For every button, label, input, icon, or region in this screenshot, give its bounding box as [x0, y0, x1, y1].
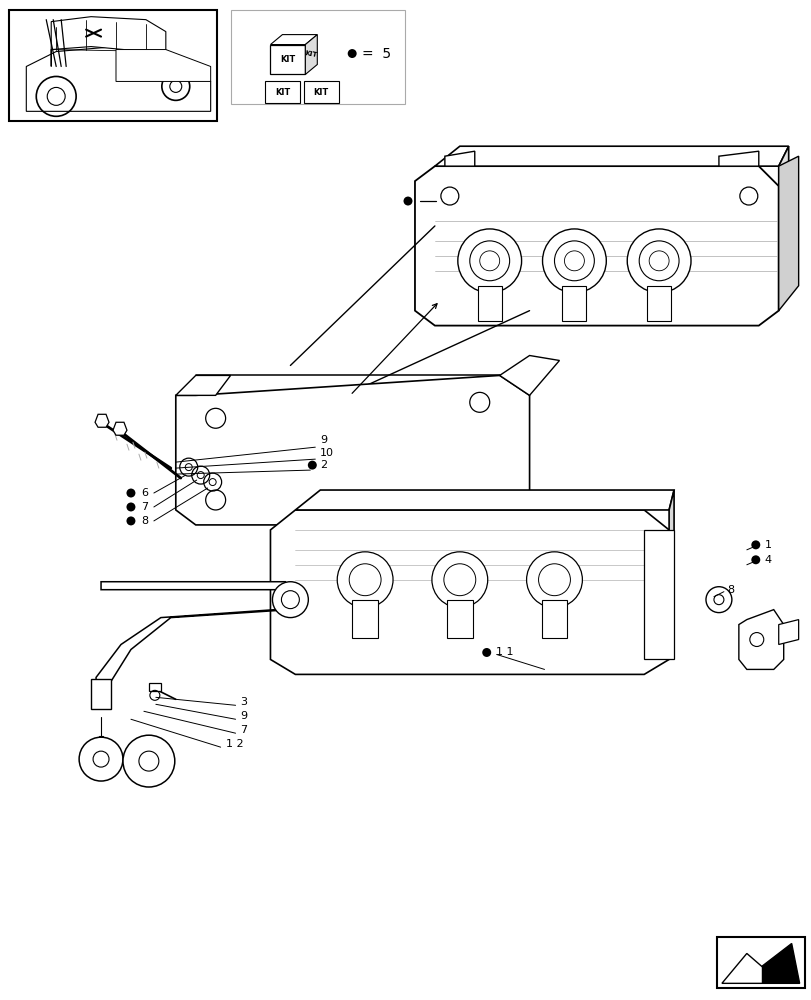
Polygon shape [668, 490, 673, 659]
Text: 2: 2 [320, 460, 327, 470]
Polygon shape [435, 146, 787, 166]
Text: 1: 1 [764, 540, 770, 550]
Bar [716, 937, 804, 988]
Text: 6: 6 [141, 488, 148, 498]
Polygon shape [295, 490, 673, 510]
Polygon shape [444, 151, 474, 166]
Polygon shape [778, 146, 787, 311]
Text: 10: 10 [320, 448, 334, 458]
Polygon shape [761, 943, 799, 983]
Polygon shape [499, 355, 559, 395]
Text: 4: 4 [764, 555, 771, 565]
Text: 7: 7 [240, 725, 247, 735]
Circle shape [431, 552, 487, 608]
Circle shape [127, 489, 135, 498]
Circle shape [542, 229, 606, 293]
Bar [477, 286, 501, 321]
Circle shape [139, 751, 159, 771]
Bar [562, 286, 586, 321]
Bar [265, 81, 300, 103]
Polygon shape [778, 156, 798, 311]
Polygon shape [270, 35, 317, 45]
Polygon shape [778, 620, 798, 645]
Text: 7: 7 [141, 502, 148, 512]
Bar [148, 683, 161, 691]
Text: KIT: KIT [280, 55, 294, 64]
Polygon shape [116, 50, 210, 81]
Circle shape [750, 555, 759, 564]
Circle shape [479, 251, 499, 271]
Polygon shape [175, 375, 230, 395]
Circle shape [272, 582, 308, 618]
Text: =  5: = 5 [362, 47, 391, 61]
Bar [230, 10, 405, 104]
Polygon shape [270, 510, 668, 674]
Polygon shape [721, 943, 799, 983]
Polygon shape [113, 422, 127, 435]
Text: 9: 9 [240, 711, 247, 721]
Polygon shape [26, 47, 210, 111]
Polygon shape [96, 582, 295, 689]
Circle shape [127, 516, 135, 525]
Bar [10, 10, 217, 121]
Circle shape [349, 564, 380, 596]
Circle shape [403, 197, 412, 206]
Text: 9: 9 [320, 435, 327, 445]
Circle shape [337, 552, 393, 608]
Bar [352, 600, 378, 638]
Circle shape [482, 648, 491, 657]
Circle shape [648, 251, 668, 271]
Polygon shape [738, 610, 783, 669]
Text: KIT: KIT [313, 88, 328, 97]
Bar [643, 530, 673, 659]
Polygon shape [305, 35, 317, 74]
Circle shape [457, 229, 521, 293]
Circle shape [470, 241, 509, 281]
Circle shape [626, 229, 690, 293]
Text: 3: 3 [240, 697, 247, 707]
Circle shape [444, 564, 475, 596]
Circle shape [127, 502, 135, 511]
Polygon shape [51, 17, 165, 66]
Bar [270, 45, 305, 74]
Text: 8: 8 [726, 585, 733, 595]
Polygon shape [718, 151, 757, 166]
Polygon shape [175, 375, 529, 525]
Bar [304, 81, 339, 103]
Polygon shape [95, 414, 109, 427]
Circle shape [554, 241, 594, 281]
Circle shape [281, 591, 299, 609]
Bar [446, 600, 472, 638]
Circle shape [347, 49, 356, 58]
Bar [541, 600, 567, 638]
Bar [91, 679, 111, 709]
Text: 8: 8 [141, 516, 148, 526]
Circle shape [526, 552, 581, 608]
Circle shape [564, 251, 584, 271]
Text: KIT: KIT [304, 50, 318, 59]
Circle shape [638, 241, 678, 281]
Circle shape [538, 564, 570, 596]
Circle shape [307, 461, 316, 470]
Text: 1 1: 1 1 [495, 647, 513, 657]
Text: KIT: KIT [274, 88, 290, 97]
Polygon shape [414, 166, 778, 326]
Bar [646, 286, 670, 321]
Circle shape [750, 540, 759, 549]
Circle shape [79, 737, 122, 781]
Circle shape [122, 735, 174, 787]
Circle shape [93, 751, 109, 767]
Text: 1 2: 1 2 [225, 739, 243, 749]
